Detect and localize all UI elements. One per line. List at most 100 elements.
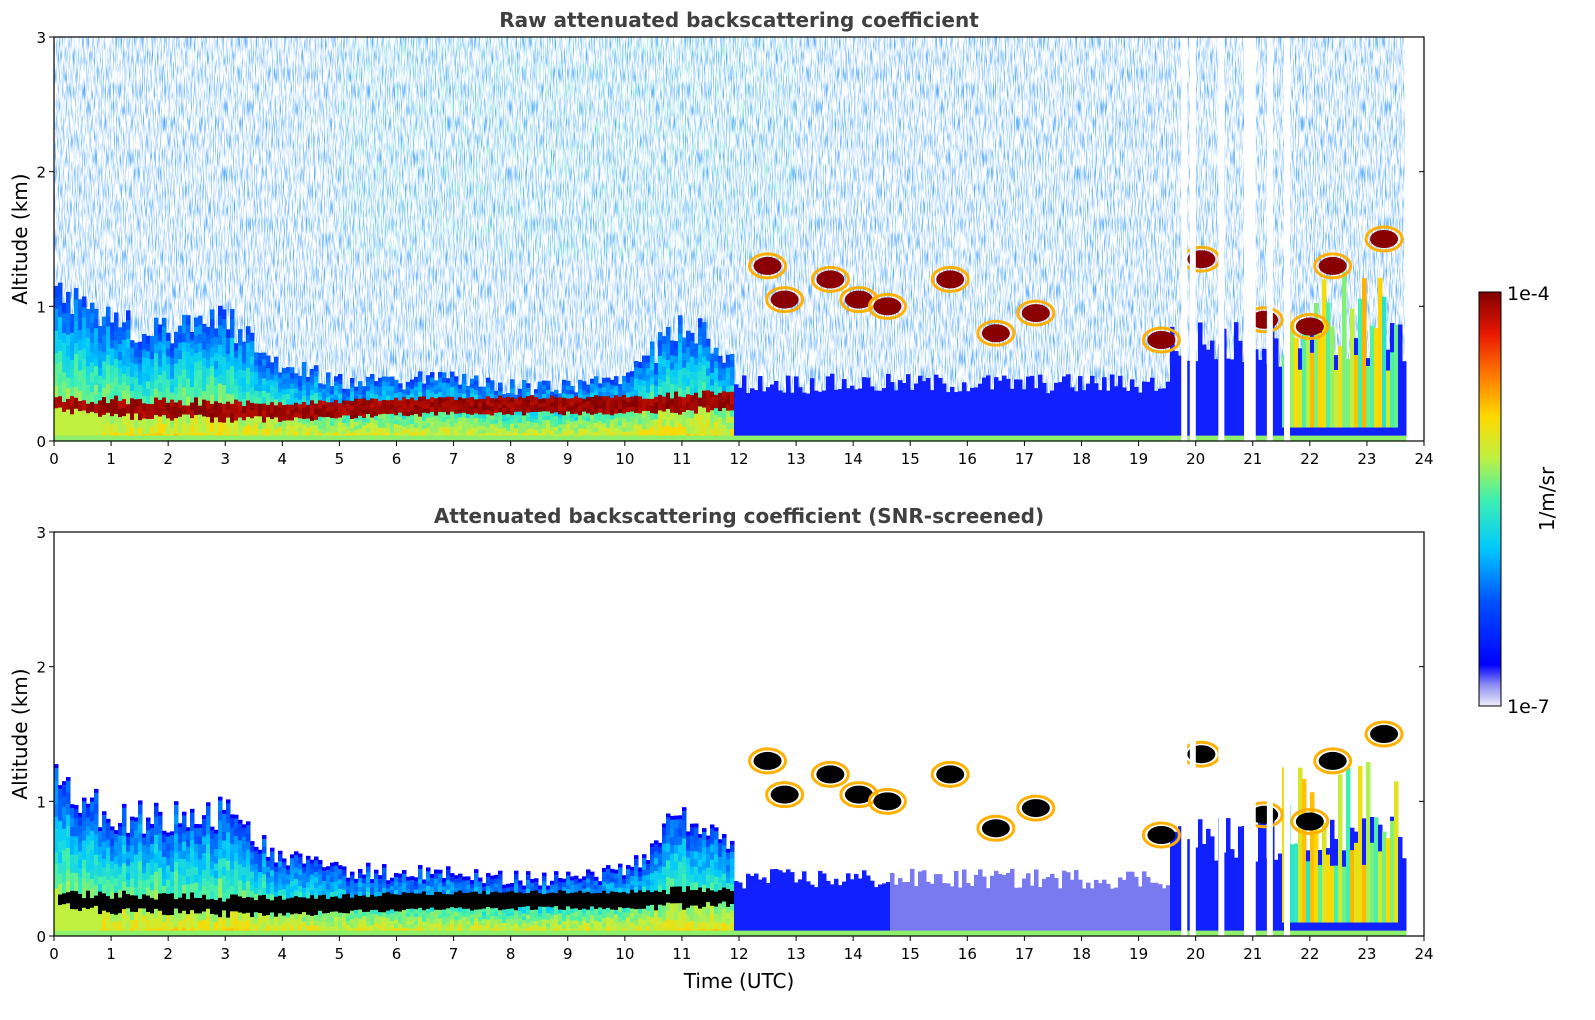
- heatmap-cell: [590, 432, 595, 438]
- heatmap-cell: [426, 384, 431, 390]
- heatmap-cell: [774, 380, 779, 441]
- heatmap-cell: [294, 901, 299, 908]
- heatmap-cell: [166, 435, 171, 441]
- heatmap-cell: [350, 387, 355, 393]
- heatmap-cell: [422, 391, 427, 397]
- heatmap-cell: [94, 384, 99, 395]
- heatmap-cell: [606, 431, 611, 437]
- heatmap-cell: [246, 400, 251, 409]
- heatmap-cell: [446, 382, 451, 388]
- heatmap-cell: [966, 435, 971, 441]
- heatmap-cell: [1374, 435, 1379, 441]
- heatmap-cell: [126, 900, 131, 909]
- cloud-halo: [1290, 313, 1330, 341]
- heatmap-cell: [726, 428, 731, 436]
- heatmap-cell: [622, 417, 627, 423]
- heatmap-cell: [462, 431, 467, 437]
- heatmap-cell: [370, 431, 375, 437]
- heatmap-cell: [430, 406, 435, 412]
- heatmap-cell: [94, 412, 99, 423]
- heatmap-cell: [694, 343, 699, 351]
- heatmap-cell: [314, 865, 319, 872]
- heatmap-cell: [222, 892, 227, 902]
- heatmap-cell: [354, 398, 359, 403]
- heatmap-cell: [434, 380, 439, 386]
- heatmap-cell: [514, 398, 519, 402]
- heatmap-cell: [286, 372, 291, 379]
- heatmap-cell: [422, 432, 427, 438]
- heatmap-cell: [302, 877, 307, 883]
- heatmap-cell: [266, 410, 271, 418]
- heatmap-cell: [150, 827, 155, 837]
- heatmap-cell: [298, 399, 303, 405]
- profile-column: [410, 876, 415, 936]
- heatmap-cell: [394, 902, 399, 908]
- heatmap-cell: [346, 897, 351, 902]
- heatmap-cell: [306, 418, 311, 424]
- heatmap-cell: [150, 920, 155, 929]
- heatmap-cell: [1354, 435, 1359, 441]
- heatmap-cell: [190, 347, 195, 356]
- heatmap-cell: [290, 924, 295, 931]
- heatmap-cell: [142, 425, 147, 434]
- heatmap-cell: [718, 368, 723, 375]
- profile-column: [482, 386, 487, 441]
- heatmap-cell: [410, 900, 415, 905]
- heatmap-cell: [602, 422, 607, 428]
- heatmap-cell: [382, 431, 387, 437]
- heatmap-cell: [122, 435, 127, 441]
- heatmap-cell: [250, 930, 255, 936]
- heatmap-cell: [402, 878, 407, 884]
- heatmap-cell: [362, 421, 367, 426]
- profile-column: [278, 850, 283, 936]
- profile-column: [126, 832, 131, 936]
- heatmap-cell: [270, 857, 275, 865]
- heatmap-cell: [250, 864, 255, 872]
- heatmap-cell: [330, 397, 335, 403]
- heatmap-cell: [194, 930, 199, 936]
- heatmap-cell: [666, 383, 671, 393]
- heatmap-cell: [426, 930, 431, 936]
- heatmap-cell: [218, 363, 223, 374]
- heatmap-cell: [398, 395, 403, 401]
- heatmap-cell: [642, 392, 647, 399]
- heatmap-cell: [122, 347, 127, 357]
- heatmap-cell: [666, 375, 671, 385]
- heatmap-cell: [846, 435, 851, 441]
- heatmap-cell: [142, 395, 147, 404]
- heatmap-cell: [522, 393, 527, 398]
- heatmap-cell: [586, 400, 591, 406]
- profile-column: [1362, 278, 1367, 441]
- heatmap-cell: [394, 885, 399, 891]
- heatmap-cell: [718, 386, 723, 393]
- profile-column: [698, 318, 703, 441]
- heatmap-cell: [646, 361, 651, 369]
- heatmap-cell: [386, 902, 391, 907]
- heatmap-cell: [518, 400, 523, 405]
- heatmap-cell: [486, 413, 491, 419]
- heatmap-cell: [730, 391, 735, 398]
- heatmap-cell: [530, 424, 535, 429]
- heatmap-cell: [338, 907, 343, 913]
- heatmap-cell: [402, 422, 407, 427]
- profile-column: [1090, 375, 1095, 441]
- heatmap-cell: [174, 907, 179, 918]
- heatmap-cell: [230, 818, 235, 828]
- heatmap-cell: [594, 376, 599, 382]
- heatmap-cell: [66, 435, 71, 441]
- heatmap-cell: [350, 914, 355, 920]
- heatmap-cell: [1338, 435, 1343, 441]
- heatmap-cell: [1114, 386, 1119, 441]
- heatmap-cell: [710, 391, 715, 398]
- heatmap-cell: [114, 870, 119, 879]
- heatmap-cell: [114, 385, 119, 396]
- heatmap-cell: [378, 915, 383, 921]
- heatmap-cell: [314, 403, 319, 410]
- heatmap-cell: [86, 318, 91, 329]
- heatmap-cell: [382, 399, 387, 405]
- heatmap-cell: [414, 893, 419, 898]
- heatmap-cell: [458, 392, 463, 398]
- heatmap-cell: [230, 860, 235, 870]
- heatmap-cell: [158, 824, 163, 834]
- heatmap-cell: [58, 841, 63, 853]
